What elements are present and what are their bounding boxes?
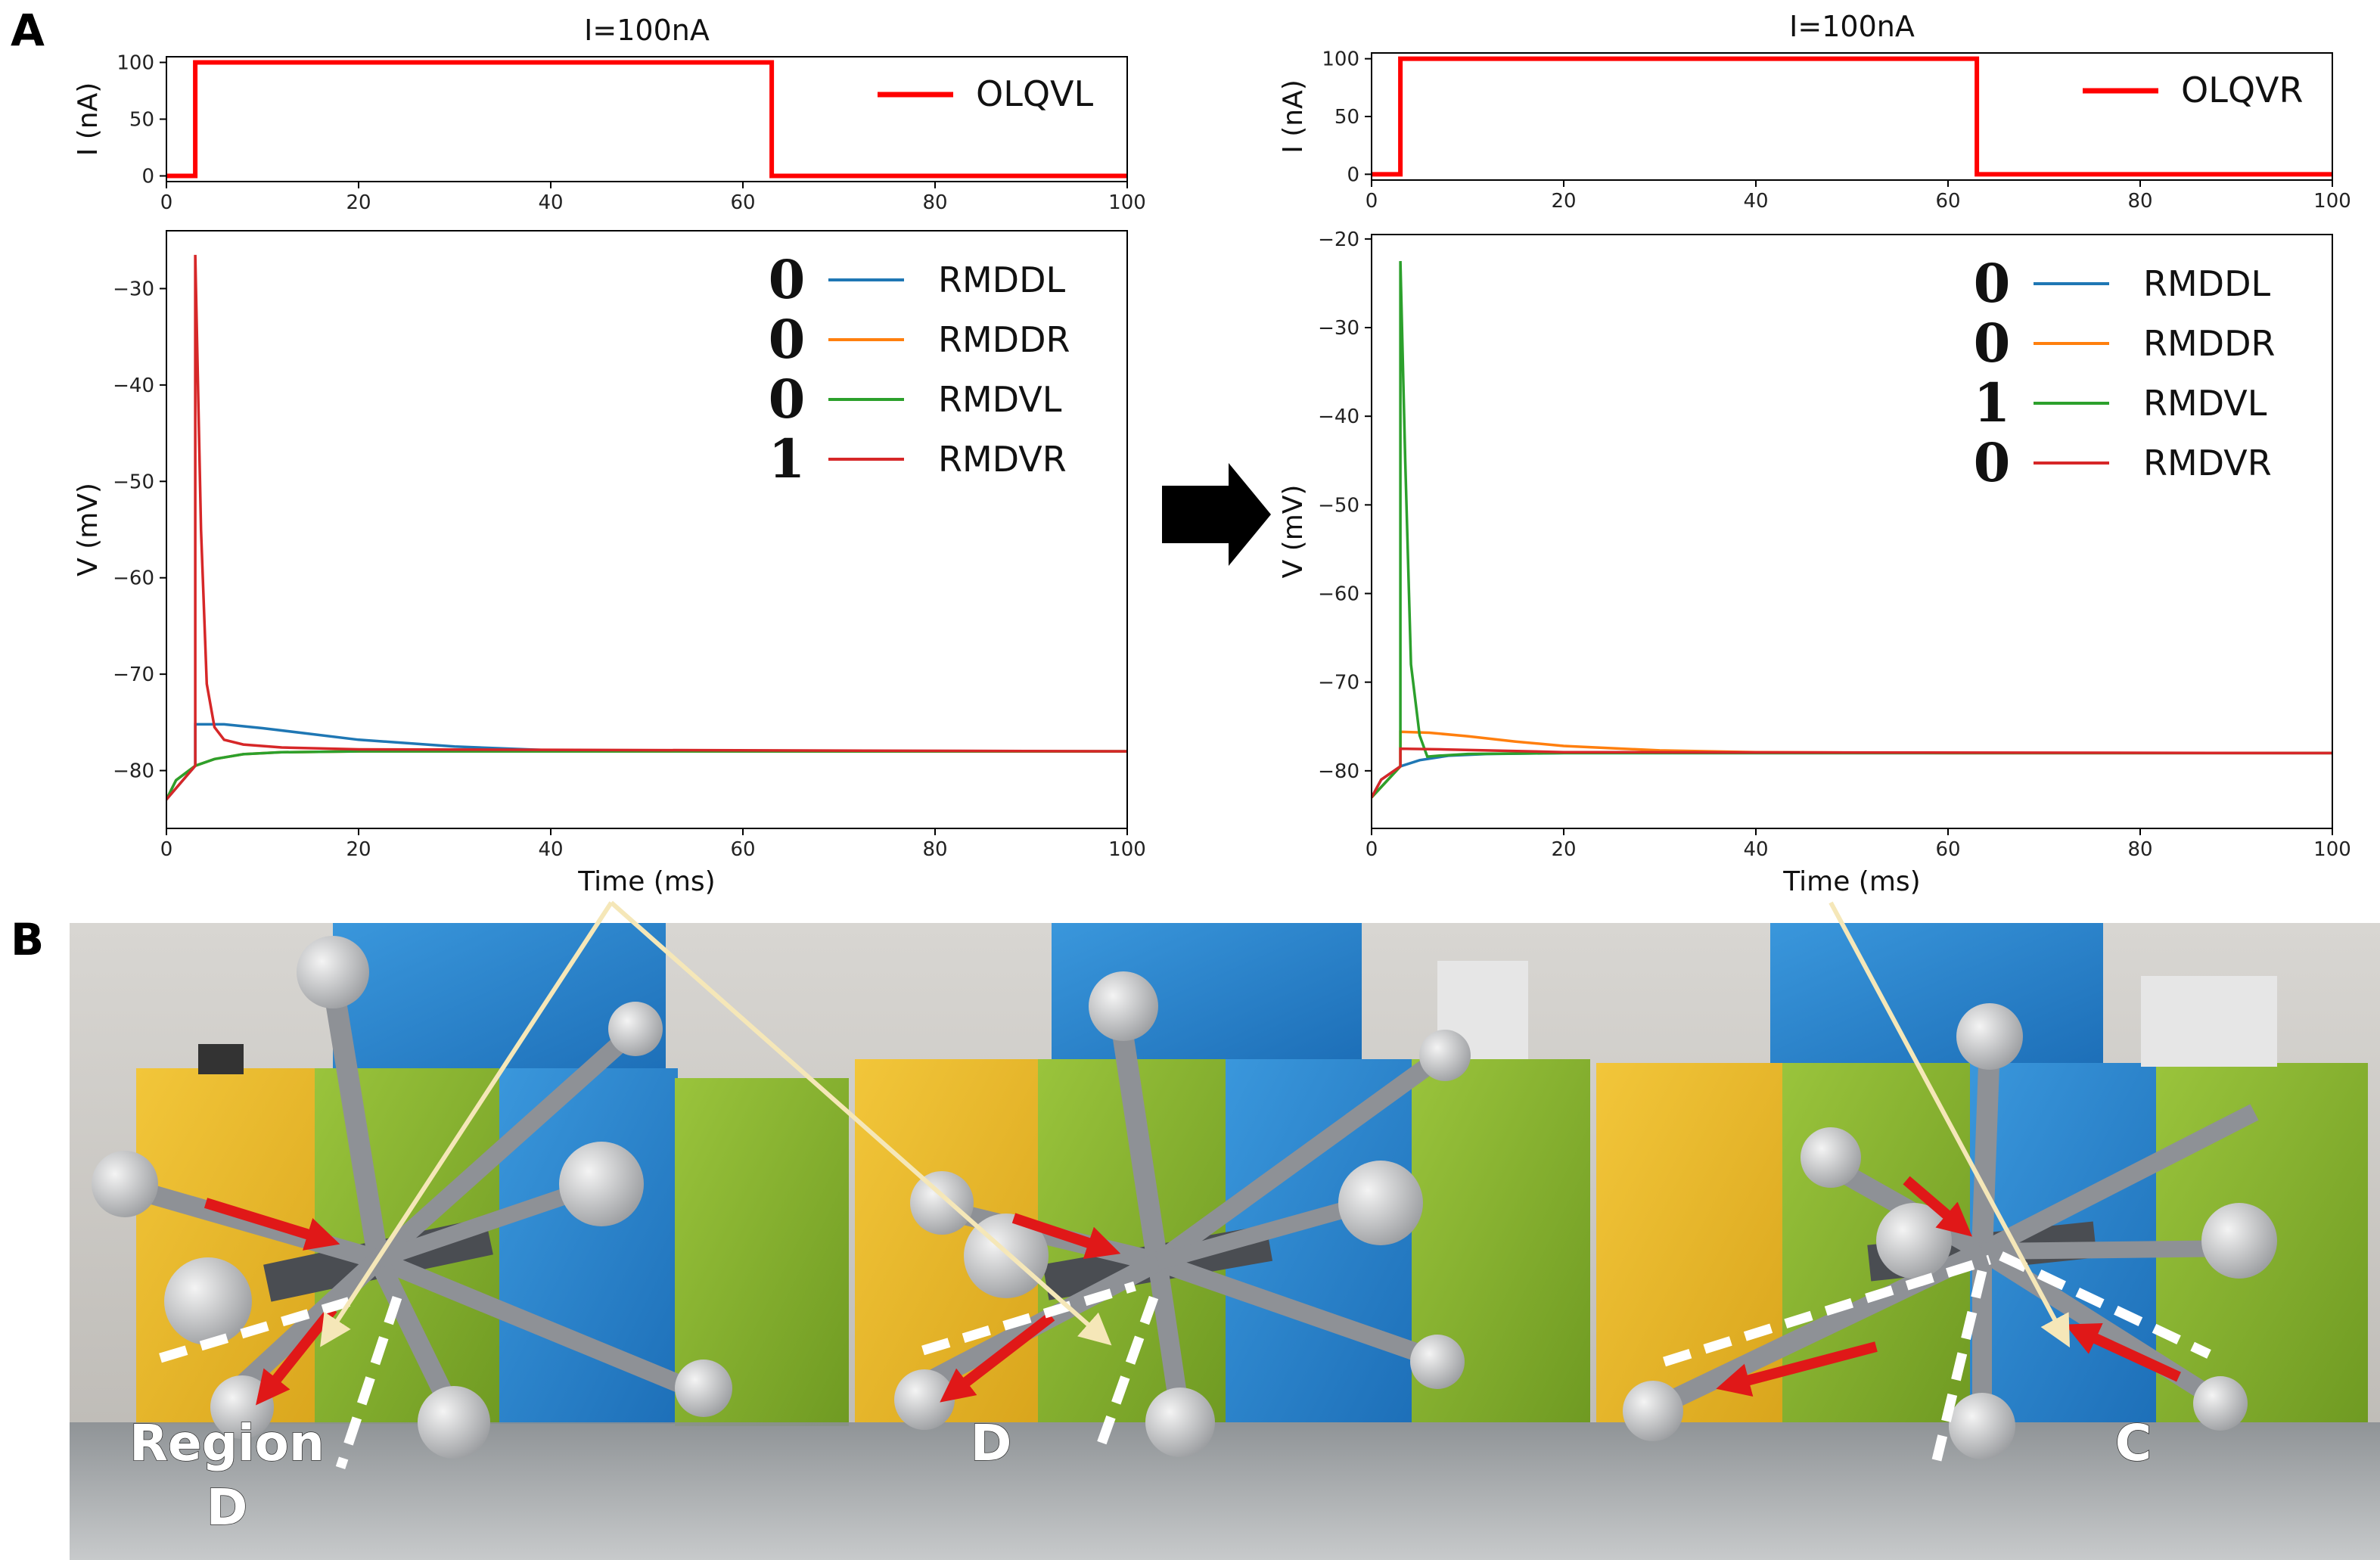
y-tick-label: 50 bbox=[1334, 106, 1359, 129]
state-value: 0 bbox=[769, 308, 806, 371]
y-tick-label: 0 bbox=[1347, 163, 1359, 186]
x-tick-label: 20 bbox=[346, 191, 371, 214]
voltage-chart-right: 0 20 40 60 80 100−80−70−60−50−40−30−20V (mV)T… bbox=[1278, 228, 2351, 897]
x-tick-label: 0 bbox=[1366, 838, 1378, 861]
panel-a-label: A bbox=[11, 5, 45, 56]
y-tick-label: 100 bbox=[1322, 48, 1359, 71]
series-line-rmddr bbox=[1372, 730, 2332, 799]
x-tick-label: 0 bbox=[160, 838, 173, 861]
y-axis-label: V (mV) bbox=[1278, 485, 1309, 579]
x-tick-label: 0 bbox=[1366, 190, 1378, 213]
axes-frame bbox=[1371, 234, 2333, 829]
y-tick-label: −40 bbox=[1318, 406, 1359, 428]
legend-label-olqvl: OLQVL bbox=[976, 73, 1094, 114]
x-tick-label: 100 bbox=[2313, 190, 2351, 213]
x-tick-label: 100 bbox=[1108, 191, 1146, 214]
x-tick-label: 60 bbox=[730, 191, 755, 214]
y-tick-label: 50 bbox=[129, 109, 154, 132]
state-value: 1 bbox=[769, 427, 806, 490]
photo-label-d-1: D bbox=[207, 1478, 248, 1537]
photo-frame-2: D bbox=[849, 923, 1590, 1560]
x-axis-label: Time (ms) bbox=[1782, 866, 1920, 897]
series-line-rmdvr bbox=[166, 254, 1127, 800]
x-tick-label: 40 bbox=[1743, 838, 1768, 861]
chart-title: I=100nA bbox=[1789, 10, 1915, 43]
chart-title: I=100nA bbox=[584, 14, 710, 47]
x-axis-label: Time (ms) bbox=[577, 866, 715, 897]
legend-label-rmdvl: RMDVL bbox=[938, 379, 1062, 420]
legend-label-rmddl: RMDDL bbox=[938, 259, 1065, 300]
y-tick-label: −80 bbox=[113, 760, 154, 783]
panel-b-label: B bbox=[11, 914, 44, 965]
x-tick-label: 0 bbox=[160, 191, 173, 214]
state-value: 1 bbox=[1974, 371, 2011, 434]
legend-label-rmddr: RMDDR bbox=[2143, 323, 2275, 364]
legend-label-rmdvr: RMDVR bbox=[938, 439, 1067, 480]
stimulus-chart-left: 0 20 40 60 80 100 0 50 100 I=100nA I (nA) OLQVL bbox=[73, 14, 1146, 214]
photo-label-c: C bbox=[2115, 1414, 2152, 1472]
y-axis-label: I (nA) bbox=[1278, 79, 1309, 154]
x-tick-label: 60 bbox=[730, 838, 755, 861]
series-line-rmdvl bbox=[1372, 261, 2332, 799]
y-tick-label: −70 bbox=[113, 663, 154, 686]
photo-frame-1: Region D bbox=[70, 923, 849, 1560]
x-tick-label: 40 bbox=[538, 838, 563, 861]
state-value: 0 bbox=[1974, 252, 2011, 315]
x-tick-label: 40 bbox=[538, 191, 563, 214]
x-tick-label: 100 bbox=[2313, 838, 2351, 861]
y-tick-label: 100 bbox=[117, 52, 154, 75]
y-axis-label: V (mV) bbox=[73, 483, 104, 576]
state-value: 0 bbox=[1974, 312, 2011, 374]
series-line-rmdvr bbox=[1372, 747, 2332, 798]
x-tick-label: 80 bbox=[2127, 190, 2152, 213]
x-tick-label: 20 bbox=[1551, 838, 1576, 861]
legend-label-rmdvr: RMDVR bbox=[2143, 443, 2272, 483]
series-line-olqvl bbox=[166, 60, 1127, 179]
y-tick-label: −50 bbox=[113, 471, 154, 493]
x-tick-label: 40 bbox=[1743, 190, 1768, 213]
y-tick-label: 0 bbox=[141, 166, 154, 188]
state-value: 0 bbox=[769, 368, 806, 430]
y-tick-label: −70 bbox=[1318, 672, 1359, 695]
y-tick-label: −60 bbox=[1318, 583, 1359, 606]
series-line-rmddl bbox=[1372, 751, 2332, 798]
photo-frame-3: C bbox=[1590, 923, 2380, 1560]
voltage-chart-left: 0 20 40 60 80 100−80−70−60−50−40−30V (mV)Time… bbox=[73, 230, 1146, 897]
x-tick-label: 80 bbox=[922, 191, 947, 214]
y-axis-label: I (nA) bbox=[73, 82, 104, 157]
x-tick-label: 80 bbox=[2127, 838, 2152, 861]
axes-frame bbox=[166, 230, 1128, 829]
robot-photo-strip: Region D bbox=[70, 900, 2380, 1560]
state-value: 0 bbox=[1974, 431, 2011, 494]
stimulus-chart-right: 0 20 40 60 80 100 0 50 100 I=100nA I (nA) OLQVR bbox=[1278, 10, 2351, 213]
series-line-rmdvl bbox=[166, 750, 1127, 800]
legend-label-rmdvl: RMDVL bbox=[2143, 383, 2267, 424]
legend-label-rmddr: RMDDR bbox=[938, 319, 1070, 360]
legend-label-rmddl: RMDDL bbox=[2143, 263, 2270, 304]
x-tick-label: 20 bbox=[346, 838, 371, 861]
y-tick-label: −30 bbox=[1318, 317, 1359, 340]
y-tick-label: −60 bbox=[113, 567, 154, 590]
y-tick-label: −40 bbox=[113, 374, 154, 397]
transition-arrow-icon bbox=[1162, 463, 1271, 566]
x-tick-label: 80 bbox=[922, 838, 947, 861]
state-value: 0 bbox=[769, 248, 806, 311]
y-tick-label: −30 bbox=[113, 278, 154, 300]
photo-label-d-2: D bbox=[971, 1414, 1012, 1472]
legend-label-olqvr: OLQVR bbox=[2181, 70, 2303, 110]
x-tick-label: 20 bbox=[1551, 190, 1576, 213]
y-tick-label: −20 bbox=[1318, 228, 1359, 251]
series-line-olqvr bbox=[1372, 56, 2332, 177]
series-line-rmddr bbox=[166, 750, 1127, 800]
y-tick-label: −80 bbox=[1318, 760, 1359, 783]
series-line-rmddl bbox=[166, 723, 1127, 800]
x-tick-label: 60 bbox=[1935, 190, 1960, 213]
photo-label-region: Region bbox=[129, 1414, 325, 1472]
y-tick-label: −50 bbox=[1318, 494, 1359, 517]
x-tick-label: 60 bbox=[1935, 838, 1960, 861]
x-tick-label: 100 bbox=[1108, 838, 1146, 861]
